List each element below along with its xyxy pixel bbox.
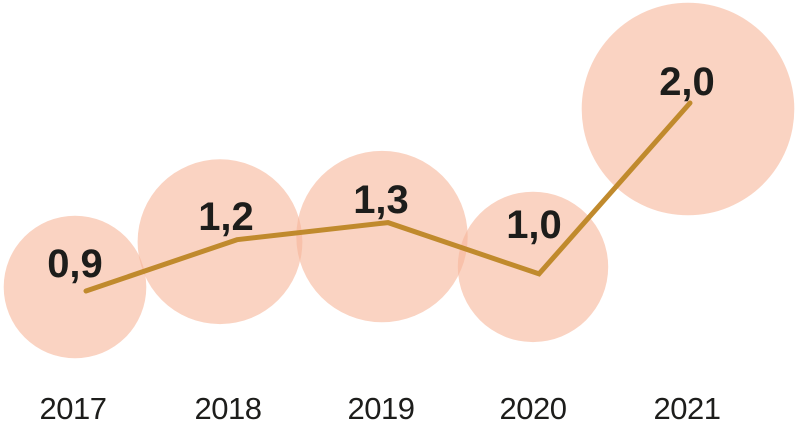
bubble-2018 [137,159,303,325]
x-axis-label-2020: 2020 [500,391,567,425]
value-label-2019: 1,3 [353,178,409,222]
x-axis-label-2019: 2019 [348,391,415,425]
value-label-2018: 1,2 [198,195,254,239]
bubble-2020 [457,191,609,343]
bubble-2019 [296,150,468,323]
value-label-2020: 1,0 [506,203,562,247]
bubble-2017 [3,215,147,359]
x-axis-label-2021: 2021 [654,391,721,425]
trend-line [83,100,693,294]
value-label-2021: 2,0 [659,60,715,104]
x-axis-label-2017: 2017 [40,391,107,425]
value-label-2017: 0,9 [47,242,103,286]
x-axis-label-2018: 2018 [195,391,262,425]
